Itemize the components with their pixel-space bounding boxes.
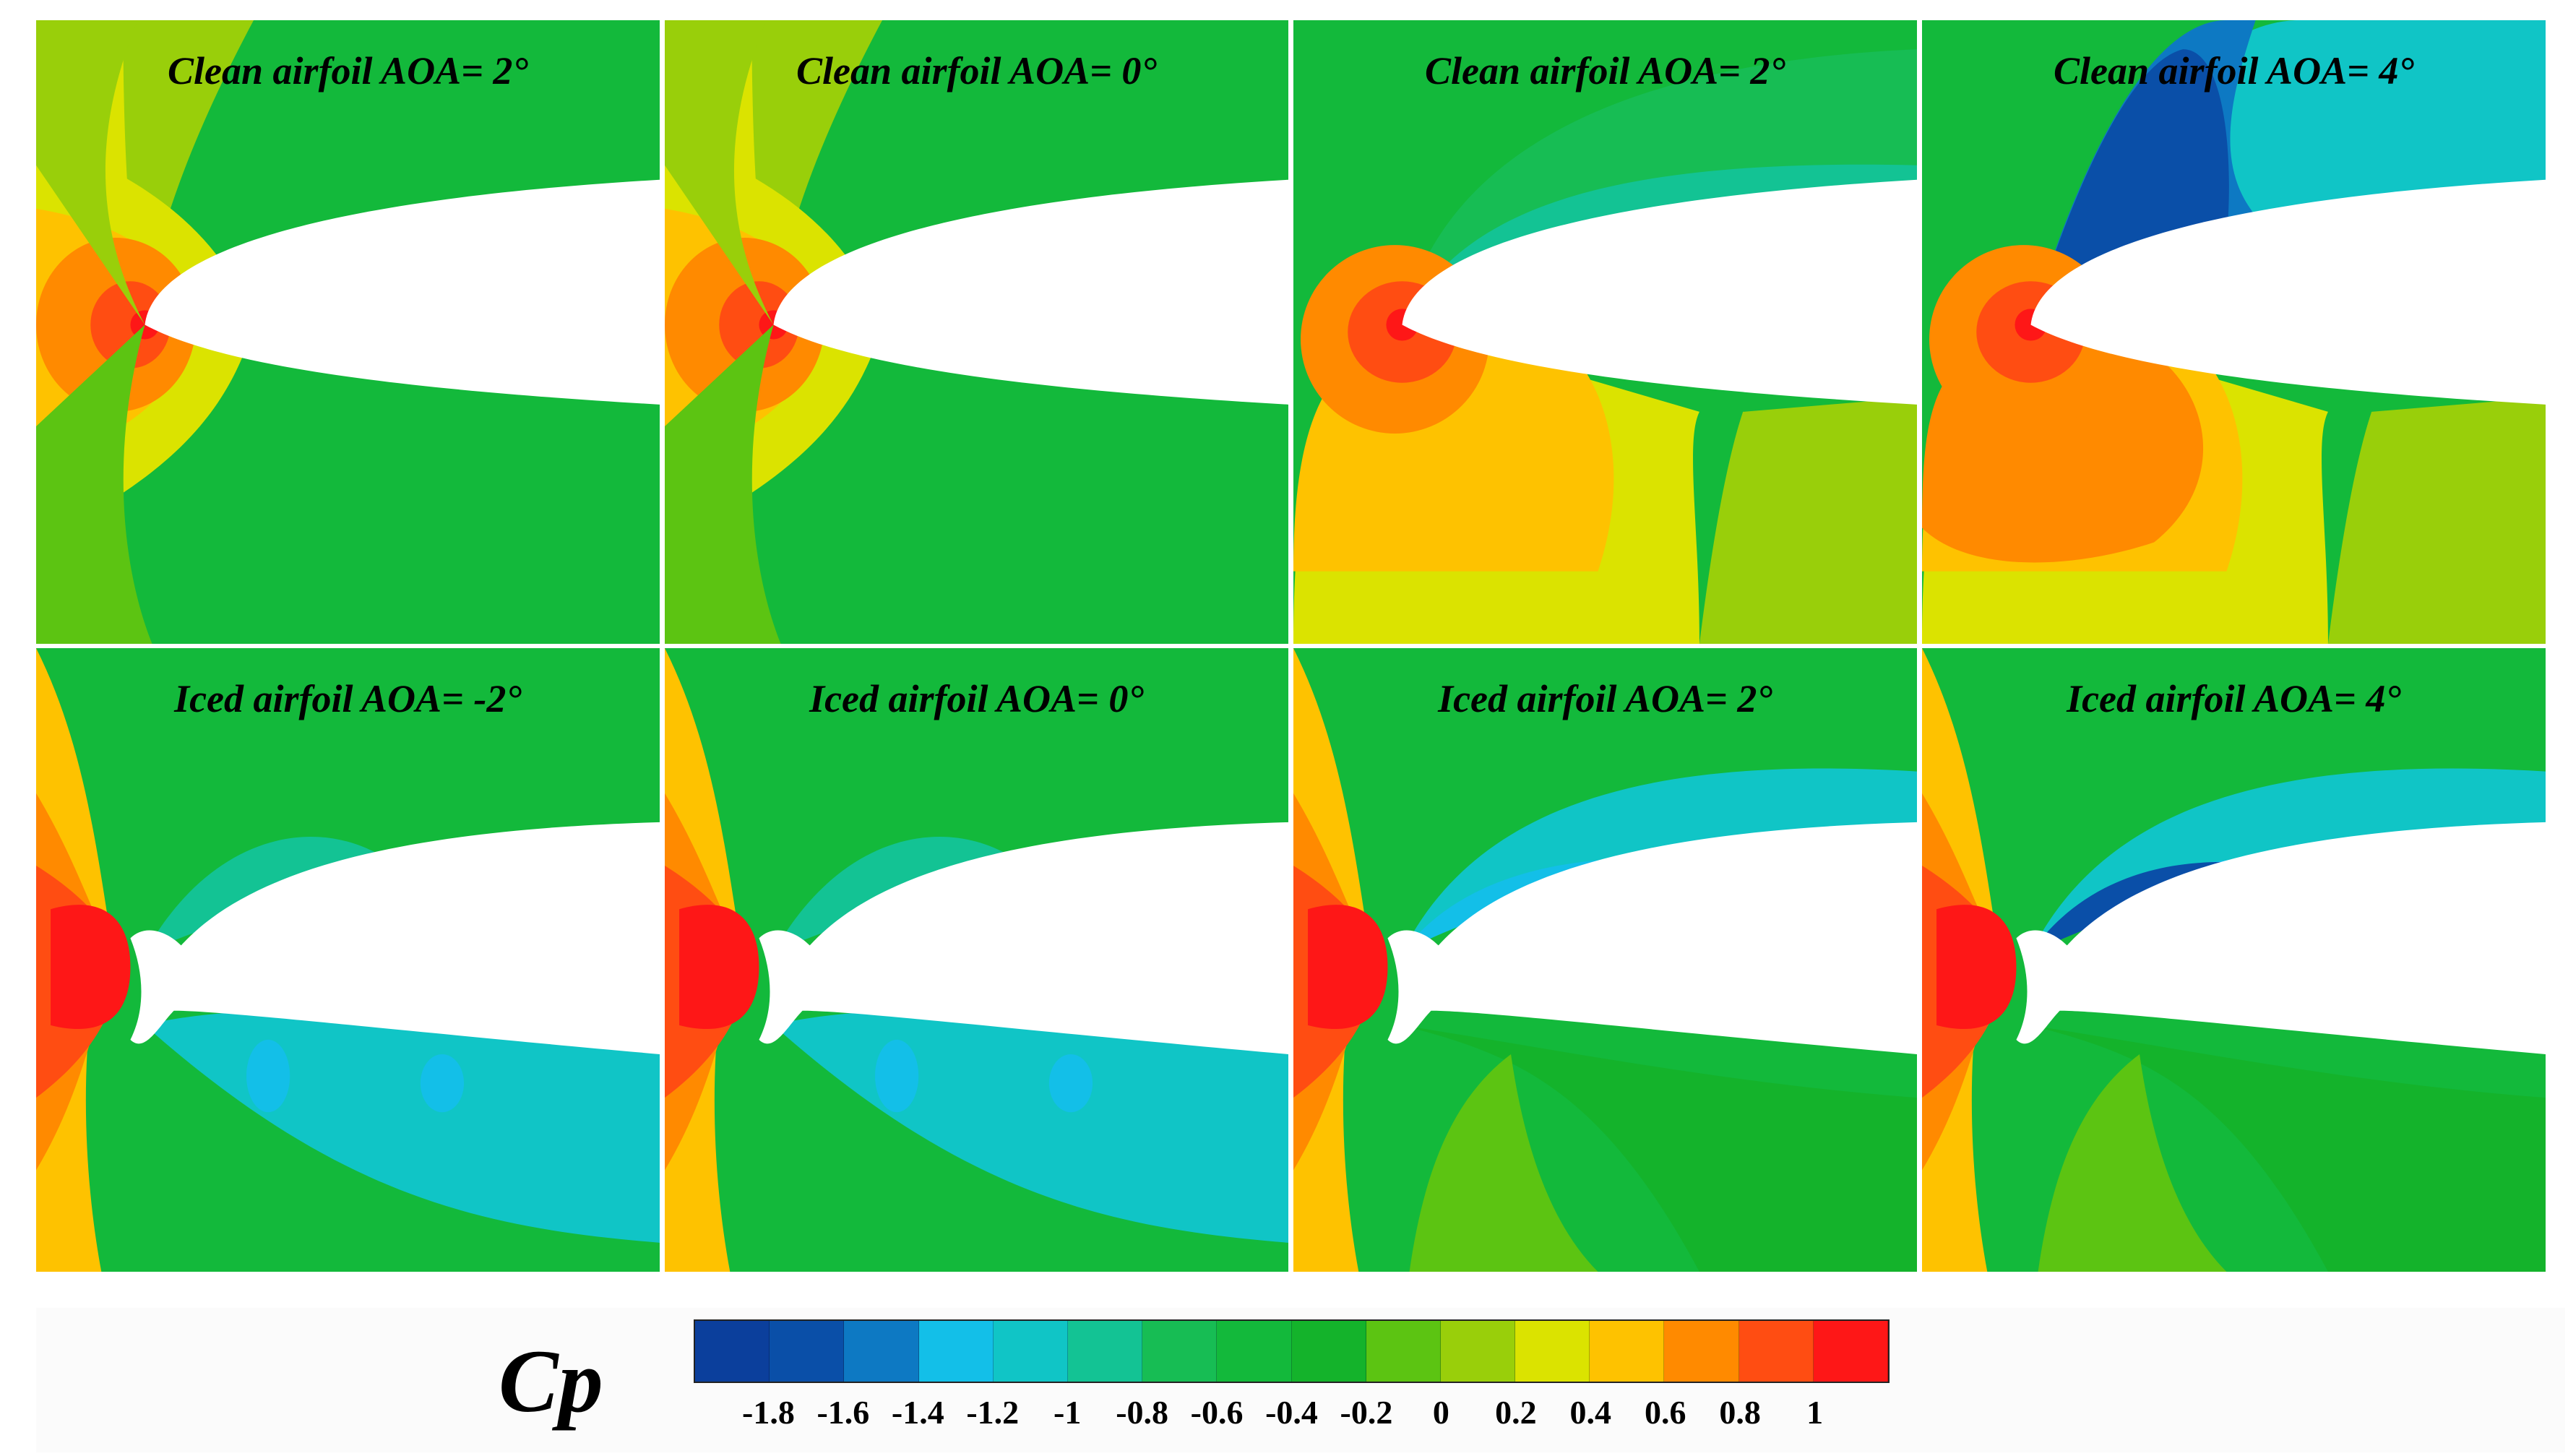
contour-panel-clean-m2: Clean airfoil AOA= 2°: [36, 20, 660, 644]
iced-airfoil-body: [2016, 822, 2546, 1054]
ice-stagnation: [1936, 905, 2017, 1030]
contour-panel-iced-2: Iced airfoil AOA= 2°: [1293, 648, 1917, 1272]
contour-panel-clean-4: Clean airfoil AOA= 4°: [1922, 20, 2546, 644]
colorbar-swatch: [1067, 1321, 1143, 1382]
downstream-band: [2327, 397, 2546, 644]
colorbar-tick-label: -0.6: [1190, 1394, 1244, 1431]
colorbar-swatch: [993, 1321, 1068, 1382]
colorbar-tick-label: -1.8: [742, 1394, 795, 1431]
colorbar-swatch: [844, 1321, 919, 1382]
colorbar-tick-label: 0.2: [1495, 1394, 1537, 1431]
colorbar-tick-label: -0.8: [1116, 1394, 1169, 1431]
upper-left-band: [665, 20, 774, 325]
colorbar-swatch: [1142, 1321, 1218, 1382]
iced-airfoil-body: [130, 822, 660, 1054]
airfoil-body: [145, 179, 660, 405]
colorbar-tick-label: 0.4: [1569, 1394, 1612, 1431]
colorbar-swatch: [1366, 1321, 1441, 1382]
ice-stagnation: [51, 905, 131, 1030]
colorbar-swatch: [1813, 1321, 1888, 1382]
contour-plot: [1922, 648, 2546, 1272]
panel-title: Clean airfoil AOA= 4°: [2054, 48, 2414, 92]
recirculation-cell: [1048, 1054, 1093, 1113]
contour-panel-iced-4: Iced airfoil AOA= 4°: [1922, 648, 2546, 1272]
colorbar-tick-labels: -1.8 -1.6 -1.4 -1.2 -1 -0.8 -0.6 -0.4 -0.2 0 0.2 0.…: [694, 1393, 1890, 1436]
contour-plot: [1922, 20, 2546, 644]
colorbar-tick-label: -1.6: [816, 1394, 870, 1431]
panel-title: Iced airfoil AOA= -2°: [174, 676, 522, 720]
colorbar-swatch: [1217, 1321, 1292, 1382]
contour-panel-clean-0: Clean airfoil AOA= 0°: [665, 20, 1288, 644]
contour-panel-iced-m2: Iced airfoil AOA= -2°: [36, 648, 660, 1272]
colorbar-tick-label: -0.4: [1265, 1394, 1318, 1431]
colorbar-tick-label: -0.2: [1340, 1394, 1393, 1431]
contour-plot: [36, 648, 660, 1272]
colorbar-tick-label: 0.8: [1719, 1394, 1761, 1431]
contour-plot: [1293, 648, 1917, 1272]
contour-plot: [1293, 20, 1917, 644]
colorbar-tick-label: -1.4: [891, 1394, 944, 1431]
colorbar-tick-label: -1: [1054, 1394, 1082, 1431]
colorbar-swatch: [1291, 1321, 1366, 1382]
suction-peak: [2030, 49, 2229, 325]
airfoil-body: [773, 179, 1288, 405]
recirculation-cell: [420, 1054, 465, 1113]
colorbar-tick-label: -1.2: [966, 1394, 1020, 1431]
lower-band: [2030, 1025, 2546, 1272]
colorbar-tick-label: 0: [1432, 1394, 1449, 1431]
colorbar-tick-label: 1: [1806, 1394, 1824, 1431]
colorbar-swatch: [770, 1321, 845, 1382]
contour-panel-iced-0: Iced airfoil AOA= 0°: [665, 648, 1288, 1272]
iced-airfoil-body: [1387, 822, 1917, 1054]
cp-symbol-label: Cp: [499, 1332, 603, 1431]
lower-left-band: [36, 324, 152, 644]
colorbar-swatch: [1440, 1321, 1516, 1382]
colorbar-swatch: [918, 1321, 994, 1382]
downstream-band: [1699, 397, 1917, 644]
contour-plot: [665, 20, 1288, 644]
airfoil-body: [1402, 179, 1917, 405]
panel-title: Clean airfoil AOA= 0°: [796, 48, 1157, 92]
colorbar-swatch: [1664, 1321, 1739, 1382]
recirculation-cell: [246, 1039, 290, 1113]
airfoil-body: [2030, 179, 2546, 405]
lower-band: [1409, 1054, 1598, 1272]
contour-plot: [36, 20, 660, 644]
contour-panel-clean-2: Clean airfoil AOA= 2°: [1293, 20, 1917, 644]
iced-airfoil-body: [759, 822, 1288, 1054]
colorbar-swatch: [1515, 1321, 1590, 1382]
lower-band: [1402, 1025, 1917, 1272]
ice-stagnation: [1308, 905, 1388, 1030]
ice-stagnation: [679, 905, 759, 1030]
colorbar-swatch: [1590, 1321, 1665, 1382]
lower-band: [2038, 1054, 2227, 1272]
panel-title: Clean airfoil AOA= 2°: [1425, 48, 1785, 92]
panel-title: Iced airfoil AOA= 4°: [2067, 676, 2401, 720]
panel-title: Iced airfoil AOA= 0°: [809, 676, 1144, 720]
colorbar-swatch: [695, 1321, 770, 1382]
contour-plot: [665, 648, 1288, 1272]
colorbar-swatch: [1738, 1321, 1814, 1382]
panel-title: Clean airfoil AOA= 2°: [168, 48, 528, 92]
colorbar: [694, 1319, 1890, 1383]
colorbar-tick-label: 0.6: [1644, 1394, 1686, 1431]
recirculation-cell: [875, 1039, 919, 1113]
lower-left-band: [665, 324, 781, 644]
panel-title: Iced airfoil AOA= 2°: [1438, 676, 1772, 720]
upper-left-band: [36, 20, 145, 325]
